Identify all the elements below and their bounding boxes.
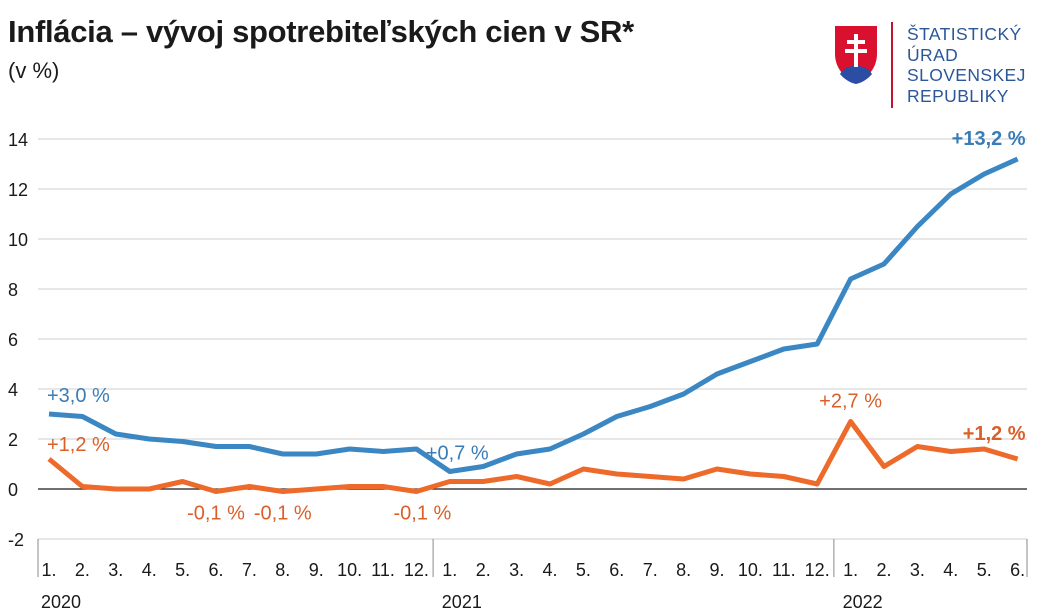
y-tick-label: 0 (8, 480, 18, 500)
x-tick-label: 5. (977, 560, 992, 580)
y-tick-label: 10 (8, 230, 28, 250)
x-tick-label: 3. (509, 560, 524, 580)
x-tick-label: 11. (371, 560, 395, 580)
y-tick-label: 12 (8, 180, 28, 200)
x-tick-label: 6. (609, 560, 624, 580)
x-tick-label: 8. (676, 560, 691, 580)
x-year-label: 2020 (41, 592, 81, 612)
x-year-label: 2022 (843, 592, 883, 612)
x-tick-label: 5. (175, 560, 190, 580)
x-tick-label: 12. (404, 560, 429, 580)
x-tick-label: 1. (843, 560, 858, 580)
x-tick-label: 11. (772, 560, 796, 580)
x-tick-label: 2. (876, 560, 891, 580)
y-tick-label: 8 (8, 280, 18, 300)
logo-line-2: ÚRAD (907, 44, 959, 65)
x-tick-label: 4. (542, 560, 557, 580)
x-tick-label: 10. (738, 560, 763, 580)
y-tick-label: 2 (8, 430, 18, 450)
x-tick-label: 1. (41, 560, 56, 580)
data-label-orange: +1,2 % (963, 423, 1026, 445)
y-tick-label: 14 (8, 130, 28, 150)
x-tick-label: 9. (309, 560, 324, 580)
logo-divider (891, 22, 893, 108)
label-layer: +3,0 % +0,7 % +13,2 % +1,2 % -0,1 % -0,1 % -0,… (47, 128, 1026, 525)
x-tick-label: 12. (805, 560, 830, 580)
x-tick-label: 1. (442, 560, 457, 580)
series-line-blue (48, 156, 1019, 474)
x-tick-label: 7. (643, 560, 658, 580)
x-year-label: 2021 (442, 592, 482, 612)
data-label-orange: +1,2 % (47, 434, 110, 456)
x-tick-label: 3. (108, 560, 123, 580)
logo-line-1: ŠTATISTICKÝ (907, 24, 1022, 44)
data-label-orange: -0,1 % (393, 503, 451, 525)
chart-subtitle: (v %) (8, 58, 60, 83)
y-tick-label: 6 (8, 330, 18, 350)
slovak-coat-of-arms-icon (835, 26, 877, 84)
x-tick-label: 7. (242, 560, 257, 580)
statistical-office-logo: ŠTATISTICKÝ ÚRAD SLOVENSKEJ REPUBLIKY (833, 22, 1033, 112)
axis-layer: -2 0 2 4 6 8 10 12 14 1. 2. 3. 4. 5. 6. 7. 8. 9. 10. 11. 12.… (8, 130, 1028, 612)
data-label-orange: -0,1 % (187, 503, 245, 525)
x-tick-label: 2. (476, 560, 491, 580)
logo-line-4: REPUBLIKY (907, 85, 1009, 106)
series-line-orange (47, 419, 1019, 494)
x-tick-label: 4. (943, 560, 958, 580)
x-tick-label: 6. (208, 560, 223, 580)
x-tick-label: 3. (910, 560, 925, 580)
x-tick-label: 10. (337, 560, 362, 580)
chart-title: Inflácia – vývoj spotrebiteľských cien v… (8, 14, 634, 49)
data-label-orange: +2,7 % (819, 391, 882, 413)
data-label-blue: +0,7 % (426, 443, 489, 465)
x-tick-label: 4. (142, 560, 157, 580)
x-tick-label: 6. (1010, 560, 1025, 580)
x-tick-label: 9. (709, 560, 724, 580)
data-label-blue: +3,0 % (47, 385, 110, 407)
logo-text: ŠTATISTICKÝ ÚRAD SLOVENSKEJ REPUBLIKY (907, 24, 1026, 106)
y-tick-label: 4 (8, 380, 18, 400)
logo-line-3: SLOVENSKEJ (907, 65, 1026, 85)
y-tick-label: -2 (8, 530, 24, 550)
data-label-blue: +13,2 % (952, 128, 1026, 150)
data-label-orange: -0,1 % (254, 503, 312, 525)
series-layer (47, 156, 1019, 494)
x-tick-label: 8. (275, 560, 290, 580)
x-tick-label: 5. (576, 560, 591, 580)
x-tick-label: 2. (75, 560, 90, 580)
